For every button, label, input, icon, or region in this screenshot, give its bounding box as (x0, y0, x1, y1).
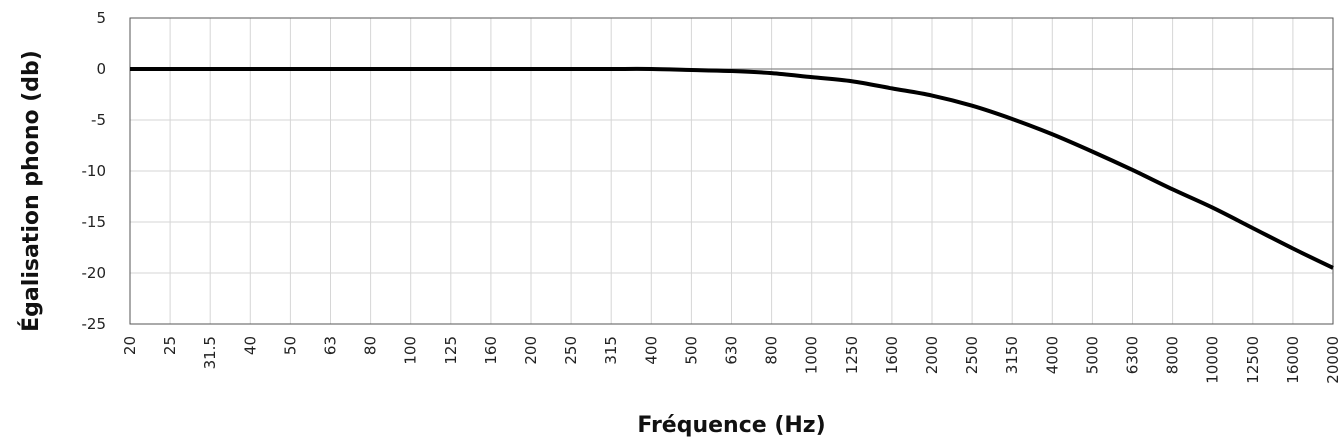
x-tick-label: 1250 (843, 336, 861, 374)
x-tick-label: 3150 (1003, 336, 1021, 374)
x-tick-label: 5000 (1083, 336, 1101, 374)
x-tick-label: 31.5 (201, 336, 219, 369)
series-layer (130, 66, 1334, 270)
x-tick-label: 40 (241, 336, 259, 355)
series-line (130, 66, 1334, 270)
x-tick-label: 800 (763, 336, 781, 365)
y-tick-label: -15 (82, 213, 107, 231)
grid-lines (129, 17, 1334, 325)
x-tick-label: 400 (642, 336, 660, 365)
x-tick-label: 630 (723, 336, 741, 365)
x-tick-label: 12500 (1244, 336, 1262, 384)
y-tick-label: -5 (91, 111, 106, 129)
x-tick-label: 10000 (1204, 336, 1222, 384)
x-tick-label: 200 (522, 336, 540, 365)
x-axis-tick-labels: 20 25 31.5 40 50 63 80 100 125 160 200 250 315 400 500… (121, 336, 1342, 384)
x-tick-label: 25 (161, 336, 179, 355)
x-tick-label: 50 (281, 336, 299, 355)
y-tick-label: -10 (82, 162, 107, 180)
x-tick-label: 2500 (963, 336, 981, 374)
x-tick-label: 2000 (923, 336, 941, 374)
x-tick-label: 315 (602, 336, 620, 365)
plot-frame (129, 17, 1334, 325)
x-axis-title: Fréquence (Hz) (637, 413, 825, 438)
y-tick-label: 0 (96, 60, 106, 78)
x-tick-label: 160 (482, 336, 500, 365)
y-tick-label: -20 (82, 264, 107, 282)
x-tick-label: 8000 (1164, 336, 1182, 374)
x-tick-label: 20 (121, 336, 139, 355)
x-tick-label: 63 (322, 336, 340, 355)
y-tick-label: -25 (82, 315, 107, 333)
x-tick-label: 80 (362, 336, 380, 355)
x-tick-label: 16000 (1284, 336, 1302, 384)
x-tick-label: 6300 (1124, 336, 1142, 374)
x-tick-label: 125 (442, 336, 460, 365)
y-tick-label: 5 (96, 9, 106, 27)
x-tick-label: 4000 (1043, 336, 1061, 374)
x-tick-label: 20000 (1324, 336, 1342, 384)
x-tick-label: 100 (402, 336, 420, 365)
x-tick-label: 1000 (803, 336, 821, 374)
x-tick-label: 500 (682, 336, 700, 365)
y-axis-tick-labels: 5 0 -5 -10 -15 -20 -25 (82, 9, 107, 333)
y-axis-title: Égalisation phono (db) (18, 50, 44, 332)
x-tick-label: 250 (562, 336, 580, 365)
x-tick-label: 1600 (883, 336, 901, 374)
